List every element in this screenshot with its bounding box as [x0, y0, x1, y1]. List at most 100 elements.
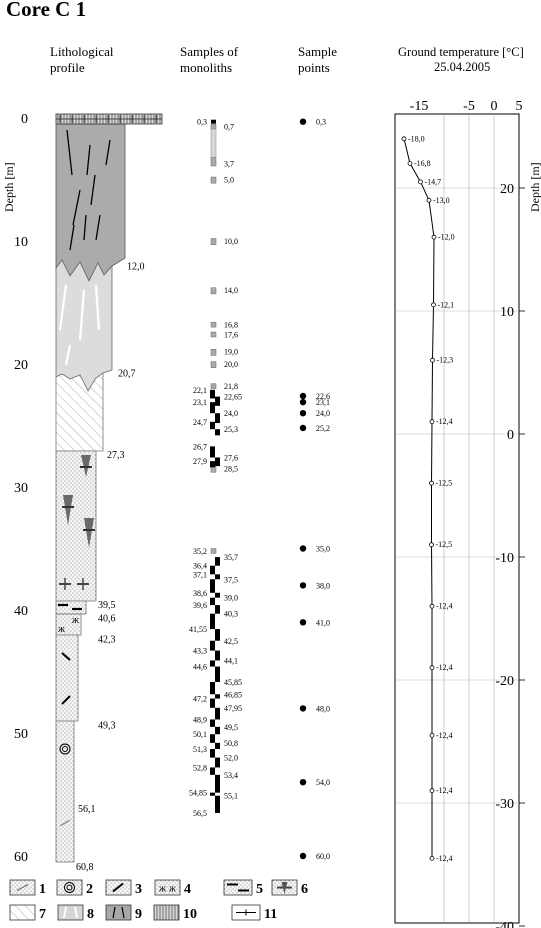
- temperature-label: -12,4: [436, 731, 453, 740]
- right-depth-tick: 10: [500, 305, 514, 320]
- sample-point-marker: [299, 398, 307, 406]
- monolith-label-right: 27,6: [224, 453, 238, 462]
- lith-header-line1: Lithological: [50, 44, 114, 59]
- temperature-profile-line: [403, 138, 435, 859]
- temperature-chart: -15 -5 0 5 20 10 0 -10 -20 -30 -40 Depth [m] -18,…: [394, 99, 541, 928]
- temperature-label: -12,4: [436, 854, 453, 863]
- sample-point-label: 54,0: [316, 778, 330, 787]
- monolith-label-right: 55,1: [224, 792, 238, 801]
- temperature-label: -12,3: [437, 356, 454, 365]
- sample-point-label: 35,0: [316, 545, 330, 554]
- sample-point-marker: [299, 545, 307, 552]
- legend-number: 1: [39, 882, 46, 897]
- temp-x-tick: -15: [410, 99, 429, 114]
- sample-point-marker: [299, 619, 307, 626]
- right-depth-tick: 20: [500, 182, 514, 197]
- monolith-label-left: 26,7: [193, 442, 207, 451]
- sample-point-label: 22,6: [316, 392, 330, 401]
- left-depth-axis: Depth [m] 0 10 20 30 40 50 60: [2, 112, 28, 865]
- monolith-label-right: 50,8: [224, 739, 238, 748]
- monolith-label-right: 28,5: [224, 465, 238, 474]
- sample-point-label: 0,3: [316, 118, 326, 127]
- temperature-label: -12,4: [436, 663, 453, 672]
- layer-boundary-label: 20,7: [118, 369, 136, 380]
- sample-point-marker: [299, 582, 307, 589]
- monolith-label-right: 24,0: [224, 409, 238, 418]
- temperature-point: [429, 732, 435, 738]
- legend-number: 11: [264, 907, 277, 922]
- layer-boundary-label: 12,0: [127, 262, 145, 273]
- temperature-point: [429, 480, 434, 486]
- monolith-label-left: 52,8: [193, 763, 207, 772]
- monolith-label-right: 21,8: [224, 382, 238, 391]
- monolith-label-left: 41,55: [189, 625, 207, 634]
- monolith-label-right: 45,85: [224, 678, 242, 687]
- monolith-label-left: 56,5: [193, 809, 207, 818]
- temperature-label: -18,0: [408, 134, 425, 143]
- layer-hatched: [55, 372, 104, 452]
- legend-item-8: 8: [57, 904, 94, 922]
- legend-item-10: 10: [153, 904, 197, 922]
- sample-point-marker: [299, 705, 307, 712]
- sample-point-label: 60,0: [316, 852, 330, 861]
- monolith-label-right: 46,85: [224, 690, 242, 699]
- monolith-label-right: 0,7: [224, 123, 234, 132]
- monolith-label-left: 27,9: [193, 457, 207, 466]
- monoliths-column: 0,3 22,1 23,1 24,7 26,7 27,9 35,2 36,437,1 38,6 3…: [189, 118, 242, 818]
- layer-boundary-label: 42,3: [98, 634, 116, 645]
- temperature-point: [431, 234, 437, 240]
- temperature-label: -16,8: [414, 159, 431, 168]
- legend-zh: ж: [158, 884, 166, 895]
- monolith-label-right: 40,3: [224, 610, 238, 619]
- temperature-label: -12,5: [436, 479, 453, 488]
- monolith-label-left: 44,6: [193, 663, 207, 672]
- legend-item-7: 7: [9, 904, 46, 922]
- monolith-label-right: 19,0: [224, 348, 238, 357]
- monolith-label-left: 37,1: [193, 570, 207, 579]
- temperature-label: -14,7: [425, 177, 442, 186]
- sample-point-label: 25,2: [316, 424, 330, 433]
- monolith-label-right: 5,0: [224, 176, 234, 185]
- legend-item-6: 6: [271, 879, 308, 897]
- right-depth-tick: -20: [495, 674, 514, 689]
- sample-point-marker: [299, 118, 307, 125]
- lithological-profile: жж 12,0 20,7 27,3 39,5 40,6 42,3 49,3 56,1 60,8: [55, 113, 163, 873]
- layer-dotted-thin: [55, 600, 87, 615]
- monolith-label-right: 14,0: [224, 286, 238, 295]
- right-depth-tick: -40: [495, 920, 514, 928]
- sample-point-label: 48,0: [316, 704, 330, 713]
- monolith-label-right: 25,3: [224, 425, 238, 434]
- temperature-label: -12,5: [436, 540, 453, 549]
- temp-x-tick: 0: [491, 99, 498, 114]
- monolith-label-right: 39,0: [224, 594, 238, 603]
- legend-number: 3: [135, 882, 142, 897]
- legend-number: 5: [256, 882, 263, 897]
- mono-header-line2: monoliths: [180, 60, 232, 75]
- lith-header-line2: profile: [50, 60, 85, 75]
- monolith-label-left: 36,4: [193, 562, 207, 571]
- left-depth-tick: 30: [14, 481, 28, 496]
- sample-points-column: 0,3 22,623,1 24,0 25,2 35,0 38,0 41,0 48,0 54,0 6…: [299, 118, 330, 861]
- left-depth-tick: 0: [21, 112, 28, 127]
- monolith-label-left: 39,6: [193, 601, 207, 610]
- monolith-label-left: 35,2: [193, 547, 207, 556]
- temp-header-line2: 25.04.2005: [434, 60, 490, 74]
- right-depth-tick: 0: [507, 428, 514, 443]
- temperature-point: [429, 542, 434, 548]
- monolith-label-right: 16,8: [224, 321, 238, 330]
- right-depth-tick: -10: [495, 551, 514, 566]
- temp-header-line1: Ground temperature [°C]: [398, 45, 524, 59]
- points-header-line1: Sample: [298, 44, 337, 59]
- legend-item-9: 9: [105, 904, 142, 922]
- left-depth-tick: 60: [14, 850, 28, 865]
- monolith-label-right: 3,7: [224, 160, 234, 169]
- points-header-line2: points: [298, 60, 330, 75]
- temperature-label: -12,0: [438, 233, 455, 242]
- sample-point-label: 38,0: [316, 581, 330, 590]
- monolith-label-left: 48,9: [193, 715, 207, 724]
- legend-number: 6: [301, 882, 308, 897]
- left-depth-tick: 40: [14, 604, 28, 619]
- lith-symbol-zh: ж: [71, 615, 79, 626]
- monolith-label-left: 23,1: [193, 398, 207, 407]
- monolith-label-left: 54,85: [189, 789, 207, 798]
